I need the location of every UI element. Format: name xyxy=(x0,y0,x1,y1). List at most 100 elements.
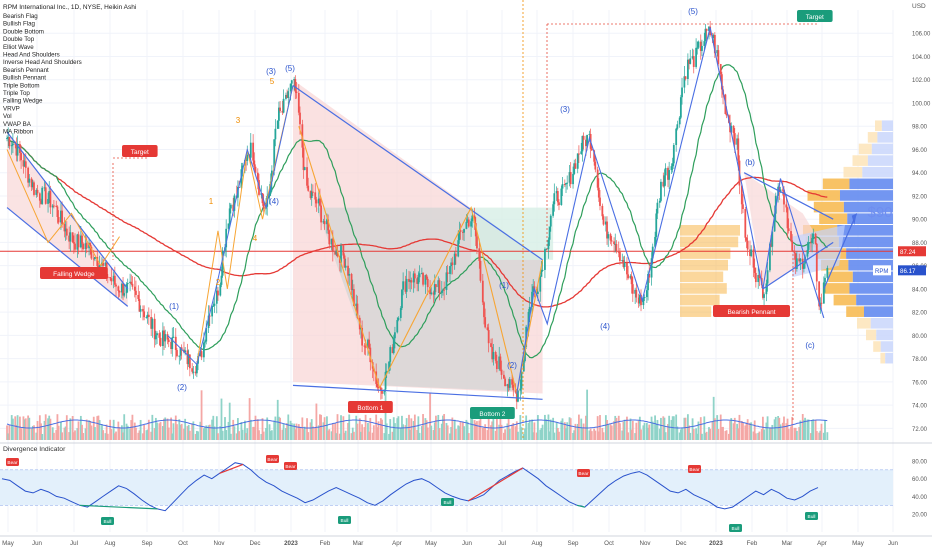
bull-tag-5: Bull xyxy=(808,514,816,520)
volume-bar xyxy=(71,416,74,440)
volume-bar xyxy=(806,419,809,440)
candle-body xyxy=(16,143,19,156)
vp-bin-buy xyxy=(856,294,893,306)
volume-bar xyxy=(154,417,157,440)
candle-body xyxy=(540,269,543,277)
bear-tag-3: Bear xyxy=(285,464,296,470)
volume-bar xyxy=(279,417,281,440)
volume-bar xyxy=(64,426,67,440)
candle-body xyxy=(35,189,38,195)
indicator-item: VWAP BA xyxy=(3,121,32,128)
volume-bar xyxy=(481,427,484,440)
volume-bar xyxy=(648,424,651,440)
candle-body xyxy=(753,267,756,273)
candle-body xyxy=(139,308,142,312)
candle-body xyxy=(276,120,279,129)
volume-bar xyxy=(660,417,662,440)
candle-body xyxy=(402,281,405,290)
candle-body xyxy=(8,136,11,147)
candle-body xyxy=(588,133,591,135)
candle-body xyxy=(147,314,150,317)
volume-bar xyxy=(307,432,310,440)
volume-bar xyxy=(617,415,620,440)
volume-bar xyxy=(221,430,224,440)
candle-body xyxy=(184,350,187,353)
volume-bar xyxy=(760,428,763,440)
candle-body xyxy=(515,392,518,402)
volume-bar xyxy=(500,424,503,440)
candle-body xyxy=(310,191,313,198)
candle-body xyxy=(331,238,334,252)
volume-bar xyxy=(716,415,719,440)
vp-bin-sell xyxy=(875,120,882,132)
target-left-badge-bg xyxy=(122,145,158,157)
volume-profile xyxy=(680,120,893,364)
candle-body xyxy=(668,170,671,180)
x-tick-label: Apr xyxy=(817,540,827,547)
candle-body xyxy=(716,50,719,54)
indicator-item: Triple Top xyxy=(3,90,30,97)
volume-bar xyxy=(72,432,75,440)
candle-body xyxy=(171,337,174,350)
volume-bar xyxy=(594,430,597,440)
volume-bar xyxy=(228,402,231,440)
volume-bar xyxy=(458,426,461,440)
volume-bar xyxy=(758,431,761,440)
candle-body xyxy=(404,281,407,292)
candle-body xyxy=(506,384,509,387)
volume-bar xyxy=(656,419,659,440)
candle-body xyxy=(381,390,383,394)
volume-bar xyxy=(55,430,58,440)
wave-label-wc: (c) xyxy=(805,341,815,350)
volume-bar xyxy=(31,425,34,440)
vp-dev-bin xyxy=(680,225,740,236)
volume-bar xyxy=(511,424,514,440)
projection-arrowhead xyxy=(851,213,857,225)
volume-bar xyxy=(463,426,465,440)
candle-body xyxy=(23,161,26,167)
indicator-item: Bullish Flag xyxy=(3,21,36,28)
volume-bar xyxy=(541,424,544,440)
volume-bar xyxy=(471,416,474,440)
candle-body xyxy=(92,258,95,260)
double-bottom-base xyxy=(292,384,543,400)
vp-bin-buy xyxy=(862,166,893,178)
volume-bar xyxy=(47,418,49,440)
indicator-item: Vol xyxy=(3,113,12,120)
candle-body xyxy=(279,107,281,111)
candle-body xyxy=(566,182,569,184)
volume-bar xyxy=(23,419,26,440)
candle-body xyxy=(166,334,169,340)
candle-body xyxy=(794,253,797,269)
vp-dev-bin xyxy=(680,294,720,306)
candle-body xyxy=(285,94,287,99)
volume-bar xyxy=(799,420,802,440)
volume-bar xyxy=(104,433,107,440)
volume-bar xyxy=(810,433,812,440)
candle-body xyxy=(597,187,600,198)
x-tick-label: Apr xyxy=(392,540,402,547)
vp-dev-bin xyxy=(680,271,724,283)
volume-bar xyxy=(720,427,723,440)
indicator-item: Double Bottom xyxy=(3,28,44,35)
volume-bar xyxy=(358,418,361,440)
candle-body xyxy=(429,287,431,295)
candle-body xyxy=(594,161,597,170)
volume-bar xyxy=(355,415,358,440)
candle-body xyxy=(368,339,371,348)
candle-body xyxy=(322,221,325,223)
volume-bar xyxy=(81,424,83,440)
volume-bar xyxy=(732,423,735,440)
volume-bar xyxy=(77,421,80,440)
wave-label-w3a: (3) xyxy=(266,67,276,76)
candle-body xyxy=(228,208,231,224)
volume-bar xyxy=(110,429,113,440)
candle-body xyxy=(274,128,277,140)
volume-bar xyxy=(404,425,407,440)
vp-bin-buy xyxy=(846,248,893,259)
volume-bar xyxy=(815,431,818,440)
volume-bar xyxy=(399,427,402,440)
candle-body xyxy=(553,193,556,205)
volume-bar xyxy=(705,431,708,440)
volume-bar xyxy=(289,420,292,440)
